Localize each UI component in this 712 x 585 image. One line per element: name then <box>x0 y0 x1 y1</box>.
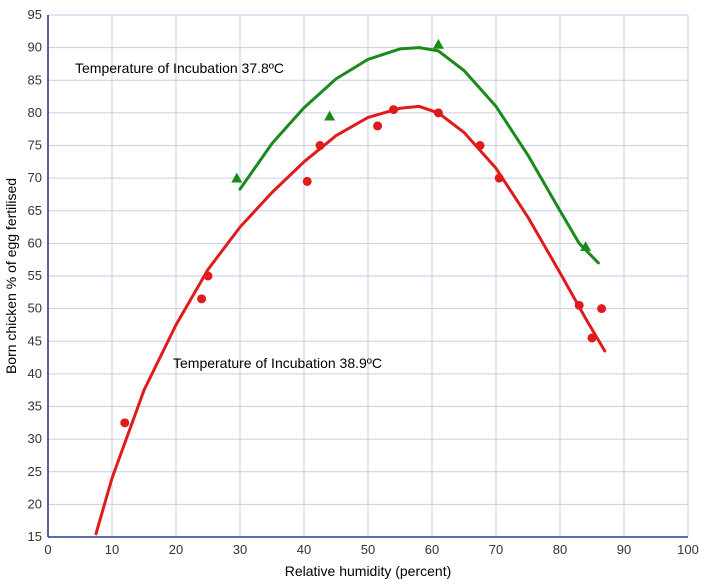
data-point-series-2 <box>197 294 207 304</box>
x-tick-label: 90 <box>617 542 631 557</box>
data-point-series-1 <box>432 38 444 49</box>
data-point-series-2 <box>597 304 607 314</box>
y-tick-label: 75 <box>28 138 42 153</box>
y-tick-label: 40 <box>28 366 42 381</box>
y-tick-label: 50 <box>28 301 42 316</box>
annotation-series-2: Temperature of Incubation 38.9ºC <box>173 355 382 371</box>
x-axis-label: Relative humidity (percent) <box>285 563 452 579</box>
annotation-series-1: Temperature of Incubation 37.8ºC <box>75 60 284 76</box>
data-point-series-2 <box>315 141 325 150</box>
y-tick-label: 80 <box>28 105 42 120</box>
data-point-series-2 <box>120 418 130 428</box>
x-tick-label: 80 <box>553 542 567 557</box>
data-point-series-2 <box>433 108 443 118</box>
x-tick-label: 60 <box>425 542 439 557</box>
y-tick-label: 85 <box>28 72 42 87</box>
y-axis-label: Born chicken % of egg fertilised <box>3 178 19 374</box>
data-point-series-2 <box>373 121 383 131</box>
y-tick-label: 95 <box>28 7 42 22</box>
data-points <box>120 38 607 428</box>
y-tick-label: 65 <box>28 203 42 218</box>
x-tick-label: 30 <box>233 542 247 557</box>
x-tick-labels: 0 10 20 30 40 50 60 70 80 90 100 <box>44 542 698 557</box>
x-tick-label: 0 <box>44 542 51 557</box>
x-tick-label: 10 <box>105 542 119 557</box>
x-tick-label: 20 <box>169 542 183 557</box>
data-point-series-2 <box>494 173 504 183</box>
x-tick-label: 50 <box>361 542 375 557</box>
data-point-series-2 <box>389 105 399 115</box>
y-tick-label: 60 <box>28 235 42 250</box>
data-point-series-2 <box>302 176 312 186</box>
fit-curve-series-1 <box>238 46 600 265</box>
y-tick-label: 30 <box>28 431 42 446</box>
x-tick-label: 40 <box>297 542 311 557</box>
fit-curve-series-2 <box>94 104 607 536</box>
y-tick-label: 55 <box>28 268 42 283</box>
y-tick-label: 25 <box>28 464 42 479</box>
data-point-series-1 <box>324 110 336 121</box>
x-tick-label: 100 <box>677 542 699 557</box>
y-tick-labels: 15 20 25 30 35 40 45 50 55 60 65 70 75 80 85 90 95 <box>28 7 42 544</box>
axes <box>47 15 688 538</box>
y-tick-label: 35 <box>28 399 42 414</box>
data-point-series-1 <box>231 172 243 183</box>
y-tick-label: 20 <box>28 496 42 511</box>
y-tick-label: 45 <box>28 333 42 348</box>
fit-curves <box>94 46 607 536</box>
data-point-series-2 <box>475 141 485 150</box>
y-tick-label: 15 <box>28 529 42 544</box>
data-point-series-1 <box>580 241 592 252</box>
grid <box>47 14 689 538</box>
data-point-series-2 <box>587 333 597 343</box>
y-tick-label: 90 <box>28 40 42 55</box>
y-tick-label: 70 <box>28 170 42 185</box>
data-point-series-2 <box>203 271 213 281</box>
data-point-series-2 <box>574 300 584 310</box>
x-tick-label: 70 <box>489 542 503 557</box>
